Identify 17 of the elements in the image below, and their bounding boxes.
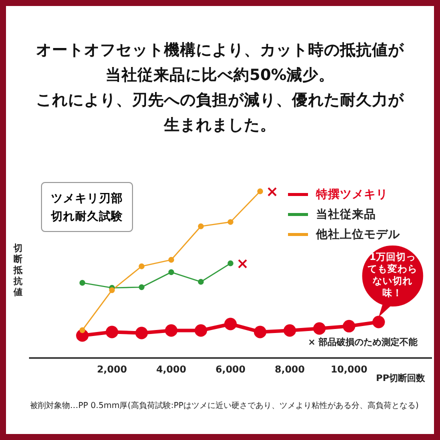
x-axis-title: PP切断回数 bbox=[376, 372, 426, 385]
x-tick-label: 6,000 bbox=[215, 364, 246, 376]
annotation: × 部品破損のため測定不能 bbox=[308, 336, 418, 349]
annotation: × bbox=[266, 182, 278, 200]
text: これにより、刃先への負担が減り、優れた耐久力が生まれました。 bbox=[35, 90, 405, 136]
x-tick-label: 4,000 bbox=[156, 364, 187, 376]
chart-title: オートオフセット機構により、カット時の抵抗値が当社従来品に比べ約50%減少。 bbox=[35, 40, 405, 86]
text: ツメキリ刃部切れ耐久試験 bbox=[51, 190, 123, 225]
legend-label: 特撰ツメキリ bbox=[316, 186, 388, 203]
y-axis-title: 切断抵抗値 bbox=[12, 244, 24, 299]
x-tick-label: 2,000 bbox=[96, 364, 128, 376]
x-tick-label: 8,000 bbox=[274, 364, 306, 376]
x-tick-label: 10,000 bbox=[330, 364, 368, 376]
text: 被削対象物…PP 0.5mm厚(高負荷試験:PPはツメに近い硬さであり、ツメより粘性がある分、高負荷となる) bbox=[30, 400, 419, 411]
legend-label: 他社上位モデル bbox=[316, 226, 400, 243]
legend-label: 当社従来品 bbox=[316, 206, 376, 223]
annotation: × bbox=[236, 254, 249, 272]
